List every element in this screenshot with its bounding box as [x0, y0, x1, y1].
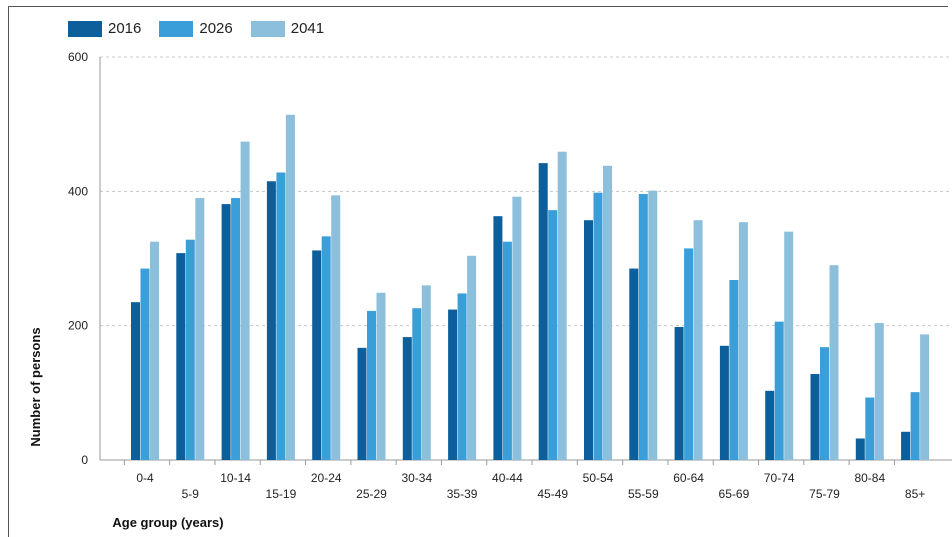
x-tick-label-5-9: 5-9 — [182, 487, 200, 501]
legend-swatch-2026 — [159, 20, 194, 37]
bar-2041-60-64[interactable] — [693, 220, 703, 460]
bar-2041-80-84[interactable] — [874, 322, 884, 460]
bar-2026-60-64[interactable] — [684, 248, 694, 460]
bar-2041-65-69[interactable] — [738, 222, 748, 460]
x-tick-label-15-19: 15-19 — [266, 487, 297, 501]
x-tick-label-60-64: 60-64 — [673, 471, 704, 485]
bar-2026-45-49[interactable] — [548, 210, 558, 460]
legend-swatch-2041 — [250, 20, 285, 37]
y-tick-label-200: 200 — [68, 319, 88, 333]
bar-2041-30-34[interactable] — [421, 285, 431, 460]
legend-item-2041[interactable]: 2041 — [250, 20, 325, 37]
bar-2016-50-54[interactable] — [584, 220, 593, 460]
chart-frame — [8, 6, 948, 537]
x-tick-label-85+: 85+ — [905, 487, 925, 501]
x-tick-label-40-44: 40-44 — [492, 471, 523, 485]
bar-2041-55-59[interactable] — [648, 190, 658, 460]
y-axis-title: Number of persons — [28, 327, 43, 446]
bar-2016-5-9[interactable] — [176, 253, 186, 460]
x-tick-label-75-79: 75-79 — [809, 487, 840, 501]
bar-2041-25-29[interactable] — [376, 292, 386, 460]
bar-2041-20-24[interactable] — [331, 195, 341, 460]
x-tick-label-0-4: 0-4 — [136, 471, 154, 485]
bar-2016-30-34[interactable] — [402, 337, 412, 460]
bar-2016-60-64[interactable] — [674, 327, 684, 460]
bar-2026-30-34[interactable] — [412, 308, 422, 460]
bar-2016-10-14[interactable] — [221, 204, 231, 460]
bar-2016-75-79[interactable] — [810, 374, 820, 460]
bar-2041-70-74[interactable] — [784, 231, 794, 460]
bar-2016-25-29[interactable] — [357, 347, 367, 460]
bar-2041-35-39[interactable] — [467, 255, 477, 460]
bar-2016-0-4[interactable] — [131, 302, 140, 460]
bar-2041-40-44[interactable] — [512, 196, 522, 460]
x-tick-label-65-69: 65-69 — [719, 487, 750, 501]
bar-2016-85+[interactable] — [901, 431, 911, 460]
legend-label-2026: 2026 — [199, 20, 233, 37]
bar-2016-65-69[interactable] — [719, 345, 729, 460]
y-tick-label-600: 600 — [68, 50, 88, 64]
x-axis-title: Age group (years) — [112, 515, 223, 530]
bar-2016-40-44[interactable] — [493, 216, 503, 460]
bar-2016-70-74[interactable] — [765, 390, 775, 460]
bar-2026-40-44[interactable] — [502, 241, 512, 460]
bar-2041-5-9[interactable] — [195, 198, 205, 461]
bar-2016-20-24[interactable] — [312, 250, 322, 460]
bar-2026-85+[interactable] — [910, 392, 920, 460]
legend-item-2016[interactable]: 2016 — [68, 20, 141, 37]
y-tick-label-400: 400 — [68, 184, 88, 198]
bar-2026-80-84[interactable] — [865, 397, 875, 460]
bar-2026-0-4[interactable] — [140, 268, 150, 460]
bar-2016-80-84[interactable] — [855, 438, 865, 460]
x-tick-label-30-34: 30-34 — [401, 471, 432, 485]
y-tick-label-0: 0 — [81, 453, 88, 467]
bar-2026-50-54[interactable] — [593, 192, 603, 460]
legend-item-2026[interactable]: 2026 — [159, 20, 233, 37]
legend-label-2041: 2041 — [290, 20, 325, 37]
x-tick-label-35-39: 35-39 — [447, 487, 478, 501]
bar-2016-55-59[interactable] — [629, 268, 639, 460]
bar-2041-10-14[interactable] — [240, 141, 250, 460]
bar-2041-85+[interactable] — [920, 334, 930, 460]
x-tick-label-80-84: 80-84 — [854, 471, 885, 485]
bar-2016-15-19[interactable] — [266, 181, 276, 460]
x-tick-label-55-59: 55-59 — [628, 487, 659, 501]
x-tick-label-20-24: 20-24 — [311, 471, 342, 485]
legend-label-2016: 2016 — [108, 20, 142, 37]
bar-2026-20-24[interactable] — [321, 236, 331, 460]
bar-2026-55-59[interactable] — [638, 194, 648, 460]
bar-2026-70-74[interactable] — [774, 321, 784, 460]
bar-2041-50-54[interactable] — [603, 165, 612, 460]
bar-2041-75-79[interactable] — [829, 265, 839, 460]
chart-legend: 2016 2026 2041 — [68, 20, 324, 37]
x-tick-label-45-49: 45-49 — [537, 487, 568, 501]
bar-2026-75-79[interactable] — [820, 347, 829, 460]
bar-2026-25-29[interactable] — [367, 310, 376, 460]
x-tick-label-10-14: 10-14 — [220, 471, 251, 485]
x-tick-label-70-74: 70-74 — [764, 471, 795, 485]
bar-2026-65-69[interactable] — [729, 279, 739, 460]
x-tick-label-50-54: 50-54 — [583, 471, 614, 485]
bar-2041-15-19[interactable] — [285, 114, 295, 460]
legend-swatch-2016 — [68, 20, 102, 37]
bar-2016-35-39[interactable] — [448, 309, 458, 460]
bar-2026-15-19[interactable] — [276, 172, 286, 460]
bar-2026-5-9[interactable] — [185, 239, 195, 460]
bar-2016-45-49[interactable] — [538, 163, 548, 460]
bar-2041-45-49[interactable] — [557, 151, 567, 460]
bar-2026-10-14[interactable] — [231, 198, 241, 461]
bar-2041-0-4[interactable] — [150, 241, 159, 460]
x-tick-label-25-29: 25-29 — [356, 487, 387, 501]
bar-2026-35-39[interactable] — [457, 293, 467, 460]
